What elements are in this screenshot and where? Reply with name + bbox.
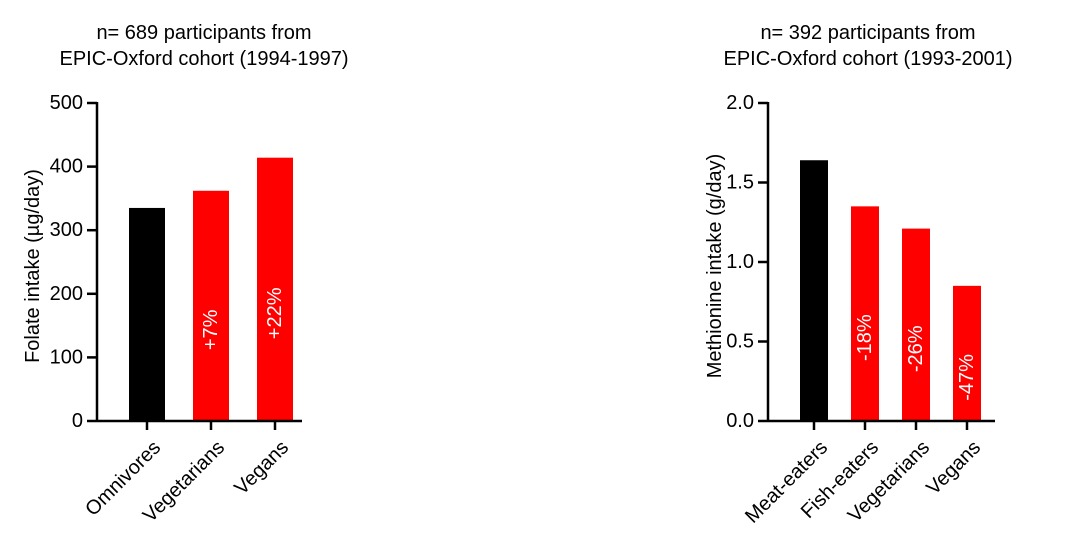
y-tick-label: 1.5: [726, 172, 754, 194]
chart-2: n= 392 participants from EPIC-Oxford coho…: [704, 22, 1013, 528]
chart-title-line: n= 689 participants from: [96, 22, 311, 44]
y-tick-label: 300: [50, 219, 83, 241]
x-category-label: Vegans: [230, 437, 293, 500]
bar-data-label: -26%: [905, 325, 927, 372]
y-tick-label: 400: [50, 156, 83, 178]
bar-vegans: [953, 285, 981, 421]
y-tick-label: 0.0: [726, 410, 754, 432]
y-tick-label: 200: [50, 283, 83, 305]
bar-omnivores: [129, 207, 165, 421]
bar-data-label: -18%: [854, 314, 876, 361]
bar-vegans: [257, 157, 293, 422]
bar-meat-eaters: [800, 160, 828, 422]
bar-data-label: -47%: [956, 354, 978, 401]
bar-fish-eaters: [851, 206, 879, 421]
chart-title-line: n= 392 participants from: [760, 22, 975, 44]
y-tick-label: 0.5: [726, 331, 754, 353]
y-tick-label: 500: [50, 92, 83, 114]
bar-vegetarians: [902, 228, 930, 421]
chart-title-line: EPIC-Oxford cohort (1994-1997): [59, 48, 348, 70]
y-axis-title: Methionine intake (g/day): [704, 154, 726, 379]
x-category-label: Vegans: [922, 437, 985, 500]
y-tick-label: 2.0: [726, 92, 754, 114]
bar-data-label: +22%: [264, 287, 286, 339]
bar-vegetarians: [193, 190, 229, 421]
chart-1: n= 689 participants from EPIC-Oxford coho…: [22, 22, 349, 527]
y-axis-title: Folate intake (µg/day): [22, 169, 44, 363]
chart-title-line: EPIC-Oxford cohort (1993-2001): [723, 48, 1012, 70]
bar-data-label: +7%: [200, 309, 222, 350]
y-tick-label: 0: [72, 410, 83, 432]
y-tick-label: 100: [50, 346, 83, 368]
y-tick-label: 1.0: [726, 251, 754, 273]
